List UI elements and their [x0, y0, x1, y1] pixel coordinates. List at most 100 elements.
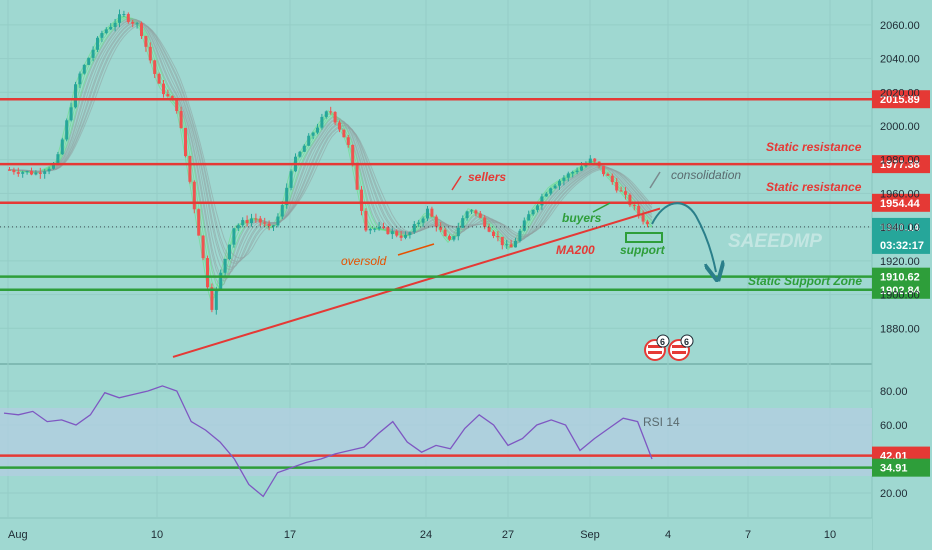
candle-body [34, 172, 38, 175]
candle-body [421, 218, 425, 223]
current-price-badge [872, 217, 930, 254]
price-level-badge [872, 280, 930, 299]
candle-body [342, 129, 346, 138]
candle-body [500, 236, 504, 246]
candle-body [544, 193, 548, 197]
candle-body [188, 155, 192, 182]
candle-body [78, 73, 82, 85]
candle-body [250, 218, 253, 224]
sellers-arrow [451, 175, 462, 191]
candle-body [518, 230, 522, 241]
candle-body [377, 226, 381, 229]
candle-body [461, 218, 465, 228]
candle-body [566, 173, 570, 178]
candle-body [104, 29, 108, 33]
price-tick-label: 2020.00 [880, 87, 920, 99]
candle-body [483, 217, 487, 227]
price-tick-label: 2040.00 [880, 54, 920, 66]
candle-body [74, 84, 77, 108]
event-badge-count: 6 [684, 337, 689, 347]
time-tick-label: 24 [420, 529, 432, 541]
main-pane[interactable] [0, 0, 872, 362]
price-level-badge [872, 90, 930, 109]
rsi-tick-label: 20.00 [880, 488, 908, 500]
time-tick-label: 10 [824, 529, 836, 541]
oversold-arrow [397, 243, 435, 256]
candle-body [166, 94, 170, 97]
candle-body [470, 210, 473, 212]
time-tick-label: Sep [580, 529, 600, 541]
candle-body [439, 226, 443, 230]
candle-body [615, 182, 619, 191]
candle-body [289, 171, 293, 188]
candle-body [60, 139, 64, 155]
candle-body [157, 73, 161, 84]
candle-body [65, 120, 69, 140]
event-badge-us[interactable]: 6 [644, 334, 670, 361]
candle-body [360, 189, 363, 211]
rsi-band [0, 408, 872, 476]
candle-body [210, 287, 214, 310]
candle-body [276, 216, 280, 226]
candle-body [16, 172, 20, 174]
time-tick-label: Aug [8, 529, 28, 541]
time-axis[interactable] [0, 518, 872, 550]
candle-body [311, 132, 315, 136]
countdown-timer: 03:32:17 [880, 240, 924, 252]
rsi-tick-label: 60.00 [880, 420, 908, 432]
candle-body [214, 288, 218, 310]
candle-body [118, 14, 121, 23]
candle-body [487, 226, 491, 232]
current-price-value: 1940.14 [880, 222, 921, 234]
price-tick-label: 1920.00 [880, 256, 920, 268]
candle-body [536, 205, 539, 210]
price-tick-label: 2060.00 [880, 20, 920, 32]
candle-body [505, 244, 509, 246]
annotation-buyers: buyers [562, 211, 602, 225]
watermark-text: SAEEDMP [728, 231, 822, 252]
candle-body [329, 111, 333, 113]
price-tick-label: 1900.00 [880, 290, 920, 302]
candle-body [426, 208, 429, 219]
candle-body [364, 210, 368, 231]
annotation-oversold: oversold [341, 254, 387, 268]
candle-body [417, 222, 421, 225]
price-level-value: 1954.44 [880, 198, 921, 210]
candle-body [390, 231, 394, 235]
candle-body [602, 166, 605, 175]
candle-body [593, 158, 597, 162]
candle-body [522, 220, 526, 231]
candle-body [206, 258, 209, 288]
candle-body [575, 170, 579, 173]
time-tick-label: 4 [665, 529, 671, 541]
candle-body [509, 244, 513, 248]
ma-ribbon-line [7, 22, 653, 264]
candle-body [245, 219, 249, 224]
candle-body [38, 172, 42, 174]
candle-body [254, 218, 258, 220]
annotation-support-zone: Static Support Zone [748, 274, 862, 288]
candle-body [52, 163, 55, 169]
annotation-static-resistance-1: Static resistance [766, 140, 862, 154]
price-level-badge [872, 155, 930, 174]
candle-body [448, 236, 451, 240]
candle-body [434, 216, 438, 227]
candle-body [56, 154, 60, 164]
annotation-static-resistance-2: Static resistance [766, 180, 862, 194]
candle-body [47, 168, 51, 172]
price-level-value: 1902.84 [880, 285, 921, 297]
candle-body [492, 231, 495, 236]
candle-body [465, 211, 469, 219]
event-badge-count: 6 [660, 337, 665, 347]
candle-body [223, 258, 227, 273]
event-badge-us-2[interactable]: 6 [668, 334, 694, 361]
candle-body [87, 57, 91, 65]
candle-body [395, 231, 399, 236]
candle-body [192, 181, 196, 210]
candle-body [610, 175, 614, 183]
candle-body [399, 235, 403, 238]
candle-body [258, 218, 262, 223]
candle-body [8, 169, 11, 171]
time-tick-label: 27 [502, 529, 514, 541]
